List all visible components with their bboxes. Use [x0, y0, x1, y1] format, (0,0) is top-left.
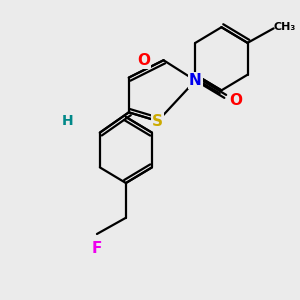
Text: O: O: [137, 53, 150, 68]
Text: N: N: [189, 73, 202, 88]
Text: S: S: [152, 113, 163, 128]
Text: F: F: [92, 241, 102, 256]
Text: H: H: [62, 114, 74, 128]
Text: O: O: [230, 93, 242, 108]
Text: CH₃: CH₃: [274, 22, 296, 32]
Text: H: H: [62, 114, 74, 128]
